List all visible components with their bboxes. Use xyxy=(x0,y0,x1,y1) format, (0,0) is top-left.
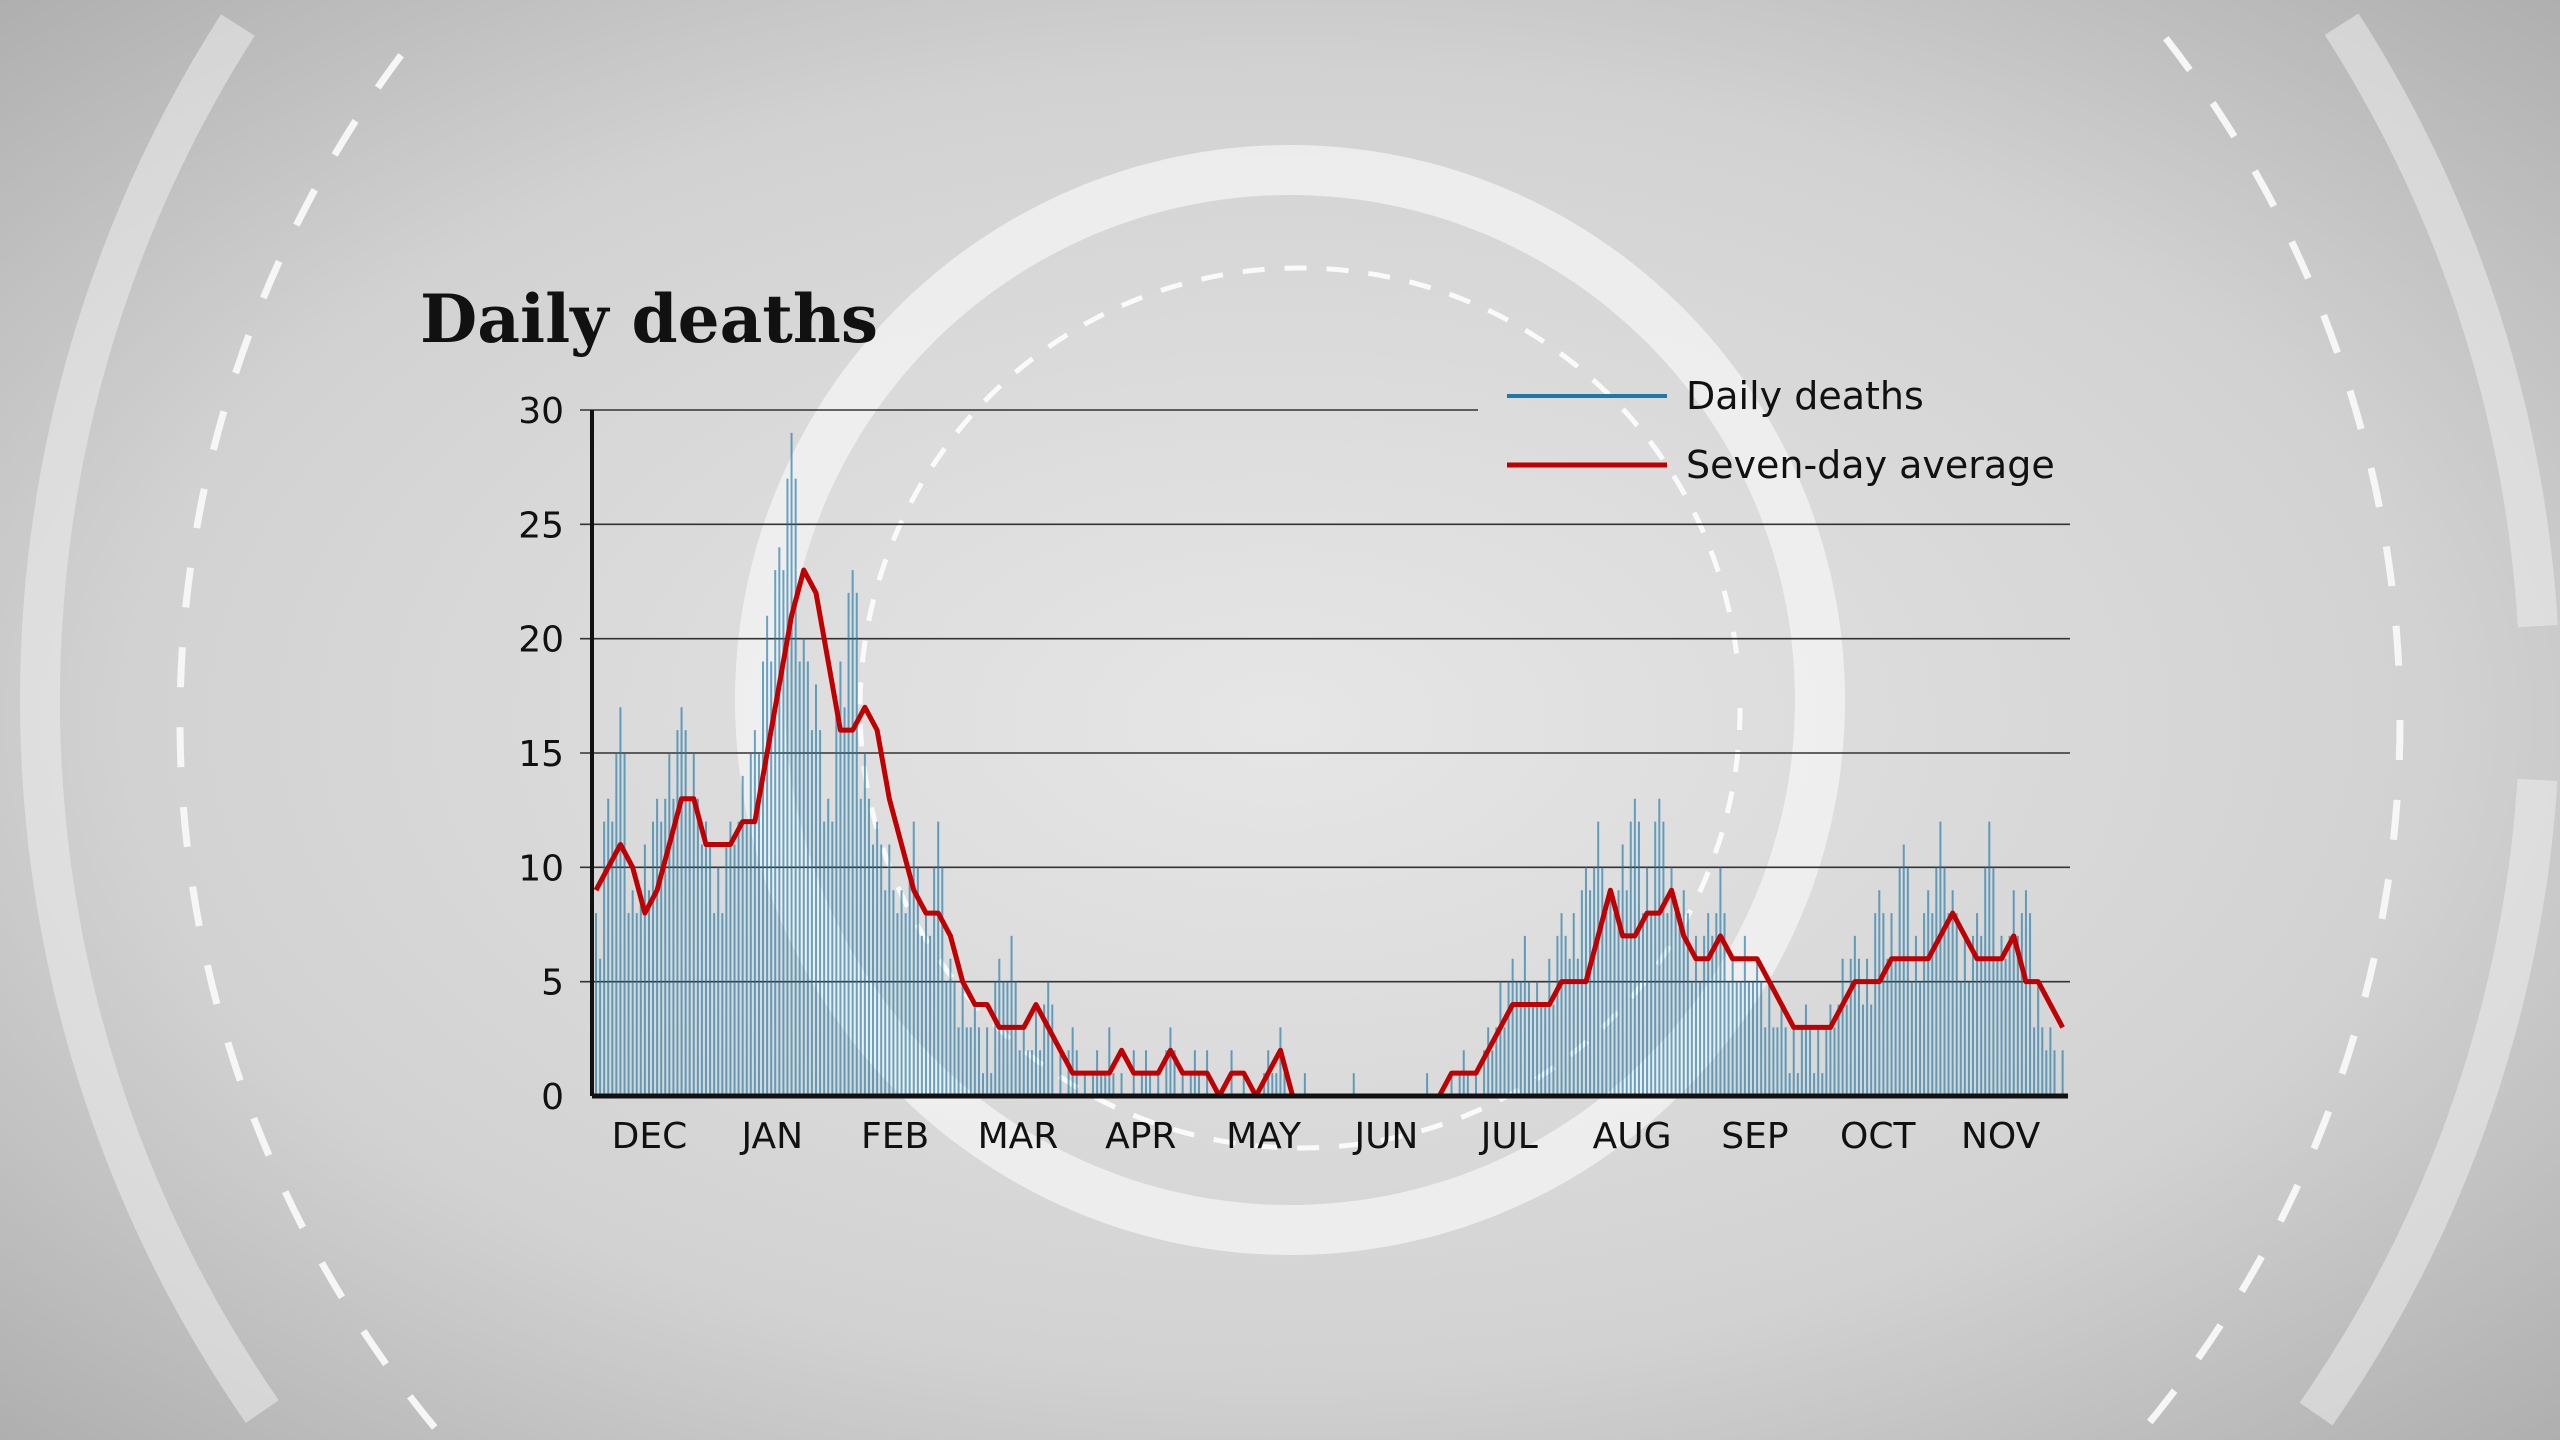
y-tick-label: 30 xyxy=(518,391,564,432)
x-tick-label: AUG xyxy=(1593,1116,1672,1157)
outer-dashed-ring xyxy=(176,35,2404,1430)
x-tick-label: JAN xyxy=(739,1116,803,1157)
x-tick-label: MAR xyxy=(978,1116,1059,1157)
y-tick-label: 15 xyxy=(518,734,564,775)
legend: Daily deaths Seven-day average xyxy=(1507,374,2055,487)
legend-label-daily-deaths: Daily deaths xyxy=(1686,374,1924,418)
chart-title: Daily deaths xyxy=(420,280,878,358)
x-tick-label: DEC xyxy=(612,1116,688,1157)
x-tick-label: SEP xyxy=(1721,1116,1788,1157)
x-tick-label: NOV xyxy=(1961,1116,2041,1157)
x-axis-ticks: DEC JAN FEB MAR APR MAY JUN JUL AUG SEP OCT NOV xyxy=(612,1116,2041,1157)
y-tick-label: 0 xyxy=(541,1077,564,1118)
x-tick-label: MAY xyxy=(1226,1116,1302,1157)
y-tick-label: 25 xyxy=(518,505,564,546)
x-tick-label: JUN xyxy=(1352,1116,1418,1157)
y-axis-ticks: 0 5 10 15 20 25 30 xyxy=(518,391,564,1118)
y-tick-label: 10 xyxy=(518,848,564,889)
outer-ring xyxy=(20,13,2558,1426)
axes xyxy=(590,410,2068,1099)
x-tick-label: APR xyxy=(1105,1116,1176,1157)
x-tick-label: OCT xyxy=(1840,1116,1916,1157)
inner-ring xyxy=(735,144,1846,1256)
y-tick-label: 5 xyxy=(541,963,564,1004)
x-tick-label: JUL xyxy=(1479,1116,1538,1157)
legend-label-seven-day-average: Seven-day average xyxy=(1686,443,2055,487)
x-tick-label: FEB xyxy=(861,1116,929,1157)
y-tick-label: 20 xyxy=(518,620,564,661)
